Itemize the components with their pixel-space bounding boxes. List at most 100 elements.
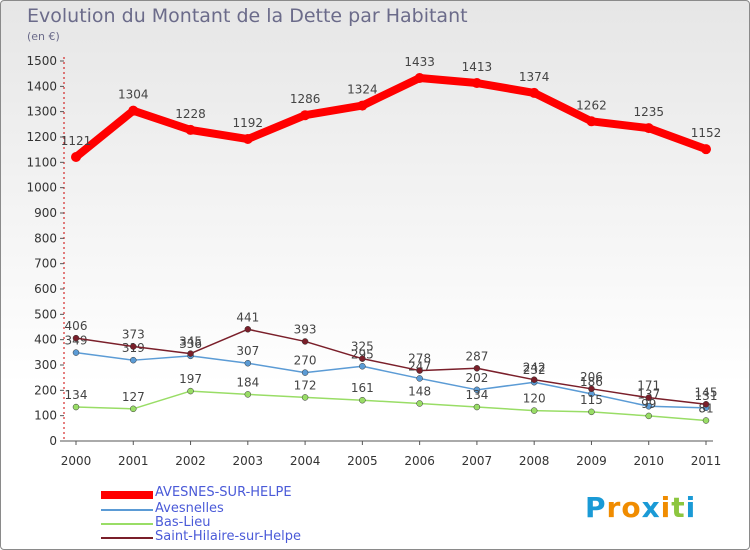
data-point	[416, 375, 423, 382]
data-label: 99	[641, 397, 656, 411]
logo-letter: o	[621, 491, 642, 524]
data-label: 307	[236, 344, 259, 358]
y-tick-label: 900	[34, 206, 57, 220]
data-label: 336	[179, 337, 202, 351]
data-label: 127	[122, 390, 145, 404]
data-label: 148	[408, 385, 431, 399]
data-point	[529, 87, 540, 98]
y-tick-label: 200	[34, 383, 57, 397]
x-tick-label: 2010	[633, 454, 664, 468]
y-tick-label: 400	[34, 333, 57, 347]
x-tick-label: 2007	[462, 454, 493, 468]
series-line	[75, 351, 707, 409]
legend-label: Avesnelles	[155, 501, 224, 516]
data-label: 131	[695, 389, 718, 403]
data-point	[588, 408, 595, 416]
data-label: 171	[637, 379, 660, 393]
data-label: 81	[698, 401, 713, 415]
data-label: 1152	[691, 126, 722, 140]
data-label: 206	[580, 370, 603, 384]
logo-letter: t	[671, 491, 686, 524]
x-tick-label: 2008	[519, 454, 550, 468]
data-label: 120	[523, 392, 546, 406]
legend-swatch	[101, 537, 153, 539]
data-point	[301, 394, 309, 401]
data-point	[130, 343, 137, 350]
data-label: 161	[351, 381, 374, 395]
data-label: 134	[465, 388, 488, 402]
proxiti-logo: Proxiti	[585, 491, 696, 524]
legend-label: Saint-Hilaire-sur-Helpe	[155, 529, 302, 544]
logo-letter: i	[685, 491, 697, 524]
data-point	[242, 134, 253, 145]
data-label: 186	[580, 375, 603, 389]
data-point	[244, 326, 252, 333]
y-tick-label: 100	[34, 409, 57, 423]
data-label: 1304	[118, 88, 149, 102]
data-point	[530, 376, 538, 383]
data-label: 1324	[347, 83, 378, 97]
data-label: 1235	[633, 105, 664, 119]
data-point	[359, 355, 366, 362]
x-tick-label: 2006	[404, 454, 435, 468]
data-point	[359, 396, 366, 404]
data-label: 1121	[61, 134, 92, 148]
x-tick-label: 2004	[290, 454, 321, 468]
data-point	[72, 403, 80, 411]
data-label: 325	[351, 340, 374, 354]
data-point	[185, 124, 196, 135]
data-label: 295	[351, 347, 374, 361]
y-tick-label: 1300	[26, 105, 57, 119]
x-tick-label: 2009	[576, 454, 607, 468]
y-tick-label: 500	[34, 307, 57, 321]
data-point	[416, 400, 423, 407]
series-line	[73, 73, 708, 161]
data-point	[72, 334, 80, 342]
data-point	[128, 105, 139, 116]
data-label: 270	[294, 354, 317, 368]
legend-label: Bas-Lieu	[155, 515, 211, 530]
chart-unit: (en €)	[27, 30, 60, 43]
y-tick-label: 1100	[26, 155, 57, 169]
data-point	[244, 391, 252, 398]
series-line	[75, 390, 707, 422]
data-point	[416, 367, 423, 374]
data-point	[473, 365, 481, 372]
data-point	[71, 152, 81, 163]
data-point	[301, 369, 309, 376]
data-label: 1286	[290, 92, 321, 106]
data-label: 1228	[175, 107, 206, 121]
data-label: 441	[236, 310, 259, 324]
data-label: 197	[179, 372, 202, 386]
data-point	[645, 394, 652, 401]
data-label: 202	[465, 371, 488, 385]
data-point	[645, 412, 652, 420]
data-label: 184	[236, 375, 259, 389]
data-point	[645, 403, 652, 410]
y-tick-label: 0	[49, 434, 57, 448]
data-point	[471, 78, 482, 89]
data-label: 242	[523, 361, 546, 375]
data-label: 345	[179, 335, 202, 349]
logo-letter: i	[660, 491, 672, 524]
y-tick-label: 800	[34, 231, 57, 245]
y-tick-label: 1500	[26, 54, 57, 68]
series-line	[75, 328, 707, 406]
data-point	[301, 338, 309, 345]
data-point	[702, 417, 710, 424]
data-label: 278	[408, 352, 431, 366]
legend-swatch	[101, 491, 153, 499]
y-tick-label: 700	[34, 257, 57, 271]
y-tick-label: 300	[34, 358, 57, 372]
data-point	[244, 359, 252, 367]
x-tick-label: 2003	[233, 454, 264, 468]
data-label: 1374	[519, 70, 550, 84]
data-point	[130, 405, 137, 413]
data-label: 172	[294, 378, 317, 392]
legend-swatch	[101, 509, 153, 511]
y-tick-label: 600	[34, 282, 57, 296]
data-label: 1192	[233, 116, 264, 130]
data-point	[643, 123, 654, 134]
